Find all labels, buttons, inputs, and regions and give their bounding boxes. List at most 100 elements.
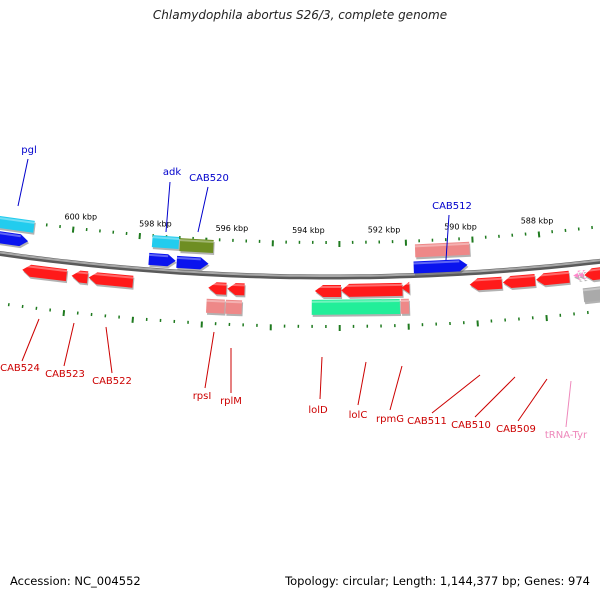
gene-adk-bar (151, 235, 180, 249)
gene-rpmg-pink-bar (400, 298, 410, 314)
gene-label-cab509: CAB509 (496, 424, 536, 435)
leader-cab512 (445, 214, 450, 261)
gene-rplm-arrow-highlight (227, 283, 245, 287)
gene-rpsi-arrow-highlight (208, 282, 227, 286)
leader-rpmg (389, 365, 403, 411)
leader-cab523 (63, 322, 75, 367)
gene-trna-1-arrow-shadow (574, 272, 583, 282)
gene-forward-1-arrow (0, 231, 29, 247)
leader-adk (165, 181, 171, 233)
gene-label-lolc: lolC (349, 410, 368, 421)
gene-cab524-arrow (22, 264, 68, 282)
outer-scale-major-tick (537, 231, 541, 238)
gene-lolc-arrow (341, 282, 403, 297)
gene-label-cab511: CAB511 (407, 416, 447, 427)
gene-label-cab524: CAB524 (0, 363, 40, 374)
scale-label-590-kbp: 590 kbp (444, 222, 477, 231)
gene-rpsi-pink-bar (206, 298, 225, 314)
gene-cab509-arrow (536, 270, 570, 286)
gene-trna-2-arrow (578, 269, 587, 280)
accession-text: Accession: NC_004552 (10, 574, 141, 588)
chromosome-backbone (0, 251, 600, 277)
scale-label-592-kbp: 592 kbp (368, 225, 401, 234)
gene-trna-1-arrow-highlight (572, 271, 579, 275)
gene-cab520-bar-highlight (180, 239, 214, 243)
gene-rpmg-arrow (401, 281, 410, 294)
gene-forward-3-arrow-highlight (176, 256, 201, 261)
gene-rplm-arrow (227, 283, 245, 296)
outer-scale-major-tick (71, 226, 75, 233)
scale-label-596-kbp: 596 kbp (216, 224, 249, 233)
leader-lold (319, 356, 323, 400)
gene-cab522-arrow (88, 272, 134, 288)
gene-trna-2-arrow-shadow (579, 271, 588, 282)
leader-trna-tyr (565, 380, 572, 428)
scale-label-598-kbp: 598 kbp (139, 219, 172, 228)
gene-lold-arrow (314, 285, 342, 297)
gene-rpsi-arrow (208, 282, 227, 295)
gene-label-cab520: CAB520 (189, 173, 229, 184)
gene-forward-3-arrow (176, 255, 209, 270)
leader-rpsi (204, 331, 215, 389)
inner-scale-major-tick (545, 315, 548, 322)
scale-label-588-kbp: 588 kbp (521, 217, 554, 226)
gene-cab509-arrow-highlight (535, 271, 569, 277)
gene-cab512-bar-highlight (414, 242, 470, 248)
gene-label-adk: adk (163, 167, 181, 178)
gene-forward-4-arrow-highlight (413, 260, 460, 265)
gene-label-rpmg: rpmG (376, 414, 404, 425)
gene-forward-2-arrow-highlight (149, 253, 169, 258)
gene-label-cab510: CAB510 (451, 420, 491, 431)
gene-cab520-bar (179, 238, 214, 253)
gene-label-rplm: rplM (220, 396, 242, 407)
leader-cab520 (197, 186, 209, 233)
gene-reverse-edge-arrow-highlight (583, 268, 600, 273)
gene-reverse-edge-arrow (584, 267, 600, 281)
gene-pgl-bar (0, 216, 35, 233)
leader-cab524 (21, 318, 40, 362)
inner-scale-major-tick (131, 316, 134, 323)
genome-title: Chlamydophila abortus S26/3, complete ge… (152, 8, 448, 22)
leader-pgl (17, 158, 29, 207)
gene-label-lold: lolD (308, 405, 328, 416)
gene-cab511-arrow-highlight (469, 277, 502, 282)
gene-cab522-arrow-highlight (89, 272, 134, 279)
gene-label-pgl: pgl (21, 145, 36, 156)
gene-trna-2-arrow-highlight (577, 271, 584, 274)
outer-scale-major-tick (138, 233, 141, 240)
leader-cab511 (431, 374, 481, 414)
gene-rpsi-pink-bar-highlight (206, 299, 225, 303)
gene-forward-4-arrow (413, 259, 468, 274)
gene-label-rpsi: rpsI (193, 391, 212, 402)
gene-pgl-bar-highlight (0, 217, 35, 224)
gene-cab523-arrow-highlight (71, 270, 89, 275)
gene-cab512-bar (414, 241, 470, 258)
gene-trna-1-arrow (573, 270, 582, 280)
gene-forward-1-arrow-highlight (0, 232, 21, 238)
leader-cab522 (105, 326, 113, 374)
leader-cab510 (474, 376, 516, 418)
scale-label-594-kbp: 594 kbp (292, 226, 325, 235)
gene-label-cab512: CAB512 (432, 201, 472, 212)
genome-summary-text: Topology: circular; Length: 1,144,377 bp… (285, 574, 590, 588)
scale-label-600-kbp: 600 kbp (64, 212, 97, 221)
leader-cab509 (517, 378, 548, 422)
leader-lolc (357, 361, 367, 406)
gene-cab523-arrow (71, 270, 89, 284)
gene-cab524-arrow-highlight (22, 264, 68, 273)
gene-rplm-pink-bar (225, 299, 243, 315)
gene-label-cab523: CAB523 (45, 369, 85, 380)
gene-label-cab522: CAB522 (92, 376, 132, 387)
gene-grey-bar (582, 286, 600, 303)
gene-cab511-arrow (469, 276, 503, 291)
gene-rplm-pink-bar-highlight (225, 300, 243, 304)
gene-cab510-arrow (502, 274, 536, 288)
gene-cab510-arrow-highlight (502, 275, 535, 280)
gene-forward-2-arrow (148, 252, 176, 267)
gene-label-trna-tyr: tRNA-Tyr (545, 430, 588, 441)
inner-scale-major-tick (62, 309, 66, 317)
gene-adk-bar-highlight (152, 236, 180, 240)
gene-lolc-teal-bar-highlight (311, 300, 400, 303)
